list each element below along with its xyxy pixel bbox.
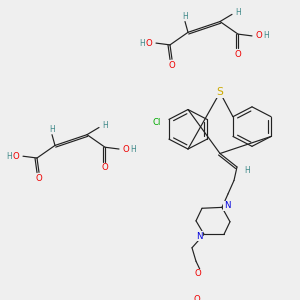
Text: O: O — [235, 50, 242, 59]
Text: N: N — [196, 232, 202, 241]
Text: N: N — [224, 201, 230, 210]
Text: H: H — [139, 39, 145, 48]
Text: H: H — [49, 125, 55, 134]
Text: Cl: Cl — [153, 118, 161, 127]
Text: O: O — [256, 32, 262, 40]
Text: O: O — [195, 269, 201, 278]
Text: O: O — [13, 152, 20, 161]
Text: O: O — [169, 61, 176, 70]
Text: H: H — [130, 145, 136, 154]
Text: H: H — [182, 12, 188, 21]
Text: H: H — [244, 166, 250, 175]
Text: O: O — [36, 174, 42, 183]
Text: H: H — [263, 32, 269, 40]
Text: O: O — [146, 39, 152, 48]
Text: H: H — [235, 8, 241, 17]
Text: O: O — [194, 295, 200, 300]
Text: H: H — [102, 121, 108, 130]
Text: S: S — [217, 88, 224, 98]
Text: O: O — [102, 164, 108, 172]
Text: H: H — [6, 152, 12, 161]
Text: O: O — [123, 145, 129, 154]
